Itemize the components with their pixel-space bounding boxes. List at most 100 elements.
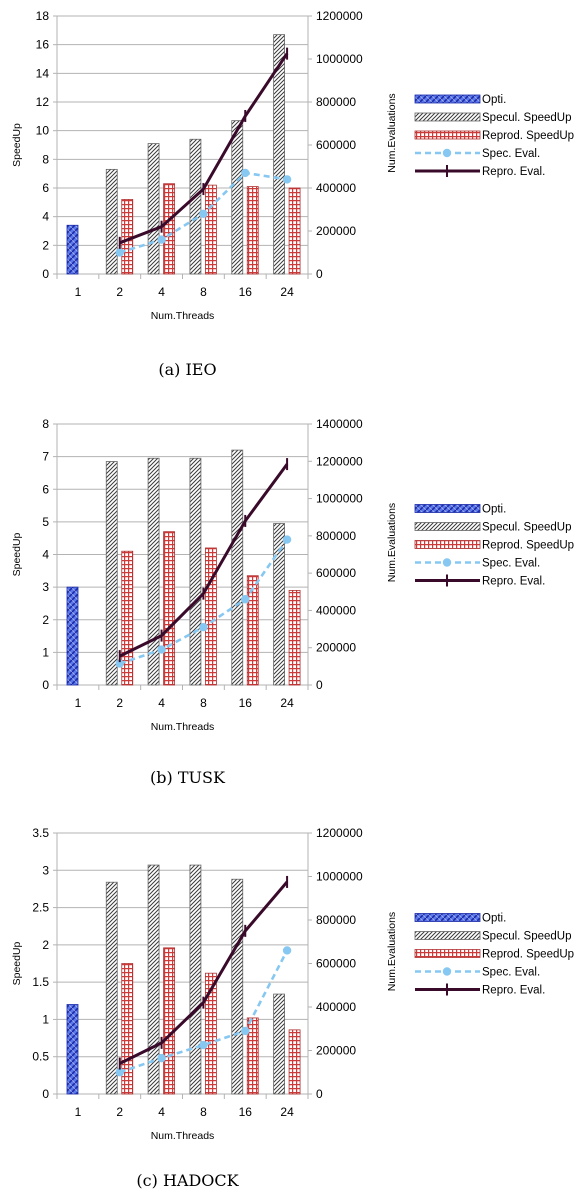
bar-reprod-speedup xyxy=(163,947,175,1095)
bar-reprod-speedup xyxy=(121,550,134,686)
x-tick-label: 8 xyxy=(200,696,207,710)
y2-axis-title: Num.Evaluations xyxy=(386,93,398,172)
y-tick-label: 1 xyxy=(42,645,49,659)
x-tick-label: 2 xyxy=(116,696,123,710)
x-tick-label: 8 xyxy=(200,285,207,299)
legend-label: Repro. Eval. xyxy=(482,985,545,997)
y-tick-label: 16 xyxy=(36,38,50,52)
x-tick-label: 2 xyxy=(116,1105,123,1119)
chart-panel-3: 0 0.5 1 1.5 2 2.5 3 3.5 0 200000 400000 600000 80000… xyxy=(11,826,574,1190)
bar-reprod-speedup xyxy=(246,1017,259,1095)
y-tick-label: 10 xyxy=(36,124,50,138)
y2-tick-label: 0 xyxy=(316,678,323,692)
y-tick-label: 5 xyxy=(42,515,49,529)
y2-tick-label: 400000 xyxy=(316,181,356,195)
legend-swatch xyxy=(414,913,481,922)
legend-label: Reprod. SpeedUp xyxy=(482,540,574,552)
x-tick-label: 16 xyxy=(239,1105,253,1119)
y-tick-label: 6 xyxy=(42,482,49,496)
bar-specul-speedup xyxy=(105,461,118,686)
bar-specul-speedup xyxy=(105,881,118,1095)
y-tick-label: 1.5 xyxy=(32,975,49,989)
legend-label: Opti. xyxy=(482,504,506,516)
bar-reprod-speedup xyxy=(163,183,175,275)
point-spec-eval xyxy=(241,1026,250,1036)
x-tick-label: 1 xyxy=(75,1105,82,1119)
line-spec-eval xyxy=(119,949,289,1074)
point-spec-eval xyxy=(157,235,166,244)
y-tick-label: 2 xyxy=(42,613,49,627)
x-tick-label: 24 xyxy=(280,696,294,710)
y-tick-label: 3 xyxy=(42,580,49,594)
y-tick-label: 0 xyxy=(42,1087,49,1101)
y-tick-label: 0 xyxy=(42,678,49,692)
y2-tick-label: 1400000 xyxy=(316,417,363,431)
legend-label: Opti. xyxy=(482,913,506,925)
point-spec-eval xyxy=(199,1040,208,1050)
bar-specul-speedup xyxy=(189,457,202,686)
y-tick-label: 1 xyxy=(42,1012,49,1026)
y2-axis-title: Num.Evaluations xyxy=(386,503,398,582)
legend: Opti. Specul. SpeedUp Reprod. SpeedUp Spec.… xyxy=(414,94,574,178)
legend-marker xyxy=(442,558,452,567)
legend-label: Specul. SpeedUp xyxy=(482,112,572,124)
legend-label: Specul. SpeedUp xyxy=(482,931,572,943)
figure-caption: (b) TUSK xyxy=(150,768,226,787)
legend-swatch xyxy=(414,931,481,940)
y-tick-label: 8 xyxy=(42,417,49,431)
legend-label: Spec. Eval. xyxy=(482,558,540,570)
point-spec-eval xyxy=(282,175,292,184)
y2-tick-label: 1200000 xyxy=(316,9,363,23)
legend-label: Opti. xyxy=(482,94,506,106)
y2-tick-label: 1200000 xyxy=(316,826,363,840)
x-tick-label: 16 xyxy=(239,285,253,299)
y-tick-label: 0 xyxy=(42,267,49,281)
y2-tick-label: 1200000 xyxy=(316,454,363,468)
point-spec-eval xyxy=(115,248,124,257)
bar-reprod-speedup xyxy=(288,589,301,686)
y2-tick-label: 600000 xyxy=(316,138,356,152)
bar-specul-speedup xyxy=(273,523,285,686)
y-tick-label: 0.5 xyxy=(32,1050,49,1064)
bar-specul-speedup xyxy=(231,878,244,1095)
x-tick-label: 24 xyxy=(280,285,294,299)
y2-tick-label: 800000 xyxy=(316,913,356,927)
bar-opti xyxy=(66,586,79,686)
y-tick-label: 7 xyxy=(42,450,49,464)
legend-label: Repro. Eval. xyxy=(482,576,545,588)
point-spec-eval xyxy=(282,535,292,544)
bar-specul-speedup xyxy=(105,168,118,275)
x-tick-label: 16 xyxy=(239,696,253,710)
y-tick-label: 12 xyxy=(36,95,50,109)
y-tick-label: 2 xyxy=(42,938,49,952)
x-tick-label: 24 xyxy=(280,1105,294,1119)
legend-swatch xyxy=(414,522,481,531)
y-tick-label: 2.5 xyxy=(32,901,49,915)
y-tick-label: 6 xyxy=(42,181,49,195)
line-repro-eval xyxy=(119,880,289,1065)
bar-reprod-speedup xyxy=(121,199,134,275)
y2-tick-label: 0 xyxy=(316,267,323,281)
legend-swatch xyxy=(414,949,481,958)
legend-marker xyxy=(442,148,452,158)
bar-specul-speedup xyxy=(147,864,160,1095)
bar-specul-speedup xyxy=(189,864,202,1095)
bar-reprod-speedup xyxy=(121,963,134,1095)
bar-opti xyxy=(66,1004,79,1095)
legend-label: Reprod. SpeedUp xyxy=(482,130,574,142)
legend-swatch xyxy=(414,540,481,549)
point-spec-eval xyxy=(282,946,292,955)
y-tick-label: 3.5 xyxy=(32,826,49,840)
bar-specul-speedup xyxy=(231,120,244,275)
chart-panel-2: 0 1 2 3 4 5 6 7 8 0 200000 400000 600000 800000 100000… xyxy=(11,417,574,787)
y-tick-label: 18 xyxy=(36,9,50,23)
y2-tick-label: 400000 xyxy=(316,1000,356,1014)
y2-tick-label: 200000 xyxy=(316,1044,356,1058)
legend: Opti. Specul. SpeedUp Reprod. SpeedUp Spec.… xyxy=(414,913,574,997)
bar-specul-speedup xyxy=(189,138,202,275)
point-spec-eval xyxy=(115,1068,124,1077)
x-tick-label: 4 xyxy=(158,285,165,299)
legend-label: Spec. Eval. xyxy=(482,967,540,979)
point-spec-eval xyxy=(157,1053,166,1063)
